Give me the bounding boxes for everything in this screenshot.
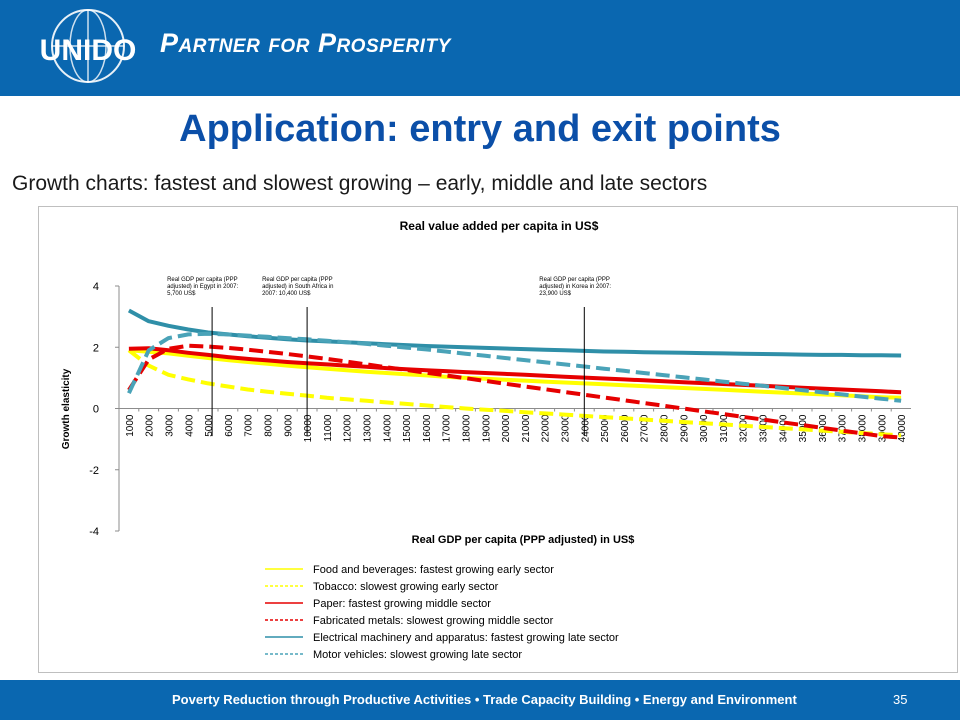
slide-subtitle: Growth charts: fastest and slowest growi…: [12, 172, 708, 195]
legend-label: Motor vehicles: slowest growing late sec…: [313, 649, 522, 661]
x-tick-label: 21000: [521, 414, 532, 442]
x-tick-label: 13000: [363, 414, 374, 442]
x-tick-label: 17000: [442, 414, 453, 442]
x-tick-label: 19000: [481, 414, 492, 442]
annotation-text: Real GDP per capita (PPP adjusted) in Sou…: [262, 277, 333, 297]
x-axis-label: Real GDP per capita (PPP adjusted) in US…: [412, 534, 635, 546]
legend-label: Electrical machinery and apparatus: fast…: [313, 632, 619, 644]
line-chart: Real value added per capita in US$ Growt…: [61, 219, 911, 661]
x-tick-label: 18000: [462, 414, 473, 442]
y-tick-label: -2: [89, 465, 99, 477]
chart-title: Real value added per capita in US$: [400, 219, 599, 233]
x-tick-label: 30000: [699, 414, 710, 442]
logo-text: UNIDO: [40, 34, 137, 67]
x-tick-label: 40000: [897, 414, 908, 442]
x-tick-label: 5000: [204, 414, 215, 437]
page-title: Application: entry and exit points: [179, 108, 781, 150]
x-tick-label: 16000: [422, 414, 433, 442]
page-number: 35: [893, 692, 908, 707]
x-tick-label: 11000: [323, 414, 334, 442]
x-tick-label: 22000: [541, 414, 552, 442]
x-tick-label: 23000: [561, 414, 572, 442]
x-tick-label: 28000: [660, 414, 671, 442]
x-tick-label: 31000: [719, 414, 730, 442]
footer-bar: Poverty Reduction through Productive Act…: [0, 680, 960, 720]
series-line: [127, 343, 902, 440]
annotation-text: Real GDP per capita (PPP adjusted) in Egy…: [167, 277, 238, 297]
x-tick-label: 2000: [145, 414, 156, 437]
y-tick-label: 2: [93, 342, 99, 354]
header-bar: UNIDO Partner for Prosperity: [0, 0, 960, 96]
x-tick-label: 14000: [382, 414, 393, 442]
x-tick-label: 1000: [125, 414, 136, 437]
x-tick-label: 9000: [283, 414, 294, 437]
unido-logo: UNIDO: [40, 9, 137, 83]
x-tick-label: 27000: [640, 414, 651, 442]
x-tick-label: 32000: [739, 414, 750, 442]
x-tick-label: 10000: [303, 414, 314, 442]
series-line: [128, 348, 902, 400]
chart-frame: Real value added per capita in US$ Growt…: [38, 206, 958, 673]
x-tick-label: 25000: [600, 414, 611, 442]
legend-label: Tobacco: slowest growing early sector: [313, 581, 499, 593]
y-axis-label: Growth elasticity: [61, 368, 72, 449]
x-tick-label: 8000: [264, 414, 275, 437]
y-tick-label: -4: [89, 526, 99, 538]
series-line: [127, 331, 902, 403]
x-tick-label: 15000: [402, 414, 413, 442]
x-tick-label: 7000: [244, 414, 255, 437]
x-tick-label: 39000: [877, 414, 888, 442]
x-tick-label: 37000: [838, 414, 849, 442]
y-tick-label: 0: [93, 404, 99, 416]
tagline: Partner for Prosperity: [160, 28, 451, 58]
x-tick-label: 6000: [224, 414, 235, 437]
x-tick-label: 24000: [580, 414, 591, 442]
x-tick-label: 38000: [858, 414, 869, 442]
x-tick-label: 3000: [165, 414, 176, 437]
y-tick-label: 4: [93, 281, 99, 293]
x-tick-label: 29000: [679, 414, 690, 442]
series-line: [128, 346, 902, 395]
annotation-text: Real GDP per capita (PPP adjusted) in Kor…: [539, 277, 611, 297]
footer-text: Poverty Reduction through Productive Act…: [172, 692, 797, 707]
series-line: [127, 308, 902, 358]
x-tick-label: 20000: [501, 414, 512, 442]
series-line: [127, 348, 902, 438]
x-tick-label: 26000: [620, 414, 631, 442]
x-tick-label: 36000: [818, 414, 829, 442]
legend-label: Paper: fastest growing middle sector: [313, 598, 491, 610]
x-tick-label: 4000: [184, 414, 195, 437]
legend-label: Fabricated metals: slowest growing middl…: [313, 615, 554, 627]
legend-label: Food and beverages: fastest growing earl…: [313, 564, 554, 576]
x-tick-label: 12000: [343, 414, 354, 442]
